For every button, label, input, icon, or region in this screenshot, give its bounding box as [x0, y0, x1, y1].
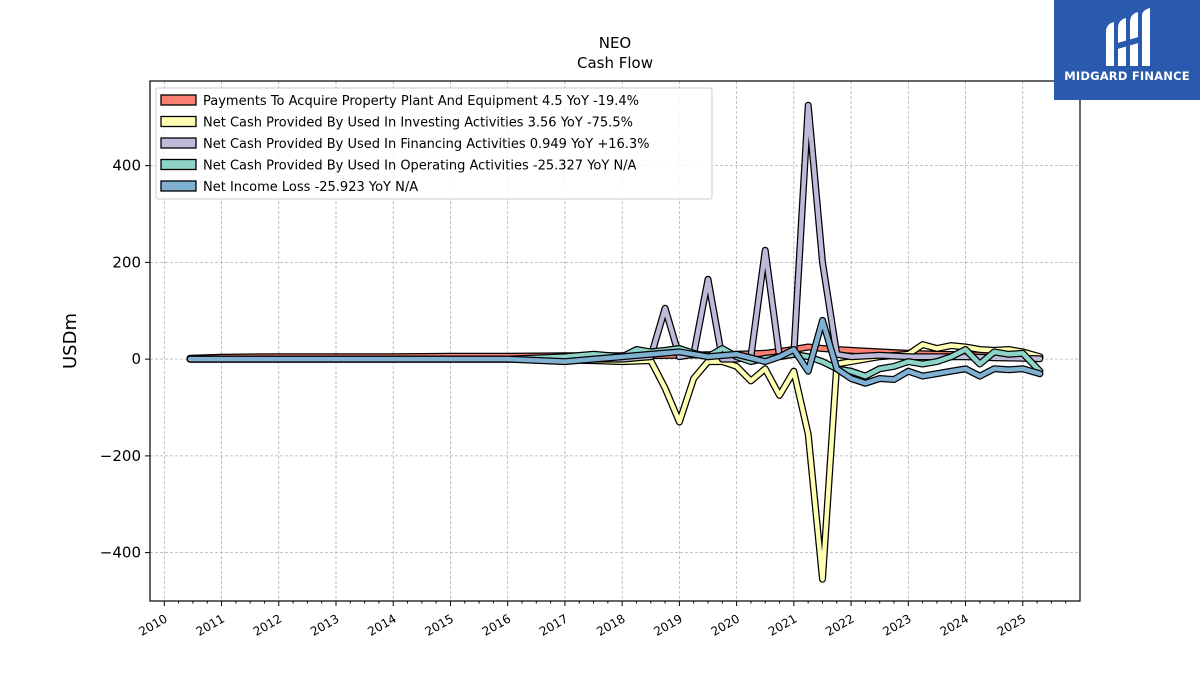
- legend-label: Net Cash Provided By Used In Investing A…: [203, 116, 633, 131]
- x-tick-label: 2025: [995, 611, 1028, 638]
- brand-name: MIDGARD FINANCE: [1064, 69, 1190, 83]
- legend-label: Net Cash Provided By Used In Operating A…: [203, 159, 637, 174]
- x-tick-label: 2023: [880, 611, 913, 638]
- x-tick-label: 2022: [823, 611, 856, 638]
- legend-box: [155, 87, 713, 200]
- y-tick-label: −200: [100, 447, 141, 465]
- x-tick-label: 2021: [766, 611, 799, 638]
- x-tick-label: 2013: [308, 611, 341, 638]
- x-tick-label: 2015: [423, 611, 456, 638]
- legend-swatch: [160, 180, 197, 192]
- legend-swatch: [160, 94, 197, 106]
- x-tick-label: 2018: [594, 611, 627, 638]
- brand-logo: MIDGARD FINANCE: [1054, 0, 1200, 100]
- legend-swatch: [160, 115, 197, 128]
- series-lines: [186, 101, 1044, 583]
- legend-label: Net Cash Provided By Used In Financing A…: [203, 137, 650, 152]
- x-tick-label: 2014: [365, 611, 398, 638]
- series-5-line: [187, 318, 1043, 386]
- x-tick-label: 2012: [251, 611, 284, 638]
- x-tick-label: 2016: [480, 611, 513, 638]
- legend-swatch: [160, 158, 197, 171]
- x-tick-label: 2024: [938, 611, 971, 638]
- y-axis-ticks: −400 −200 0 200 400: [100, 157, 150, 562]
- x-tick-label: 2020: [709, 611, 742, 638]
- chart-subtitle: Cash Flow: [577, 54, 653, 72]
- midgard-logo-icon: [1106, 8, 1150, 66]
- x-tick-label: 2017: [537, 611, 570, 638]
- x-tick-label: 2011: [194, 611, 227, 638]
- legend: Payments To Acquire Property Plant And E…: [155, 87, 713, 200]
- x-tick-label: 2010: [136, 611, 169, 638]
- series-2-outline: [186, 341, 1044, 583]
- chart-title: NEO: [599, 34, 632, 52]
- legend-swatch: [160, 137, 197, 149]
- legend-label: Payments To Acquire Property Plant And E…: [203, 94, 639, 109]
- plot-frame: [149, 80, 1081, 602]
- y-axis-label: USDm: [60, 313, 81, 369]
- y-tick-label: 400: [112, 157, 141, 175]
- x-tick-label: 2019: [651, 611, 684, 638]
- legend-label: Net Income Loss -25.923 YoY N/A: [203, 180, 418, 195]
- series-2-line: [187, 342, 1043, 582]
- y-tick-label: −400: [100, 544, 141, 562]
- y-tick-label: 0: [131, 350, 141, 368]
- y-tick-label: 200: [112, 253, 141, 271]
- x-axis-ticks: 2010 2011 2012 2013 2014 2015 2016 2017 2018 2019…: [136, 601, 1067, 639]
